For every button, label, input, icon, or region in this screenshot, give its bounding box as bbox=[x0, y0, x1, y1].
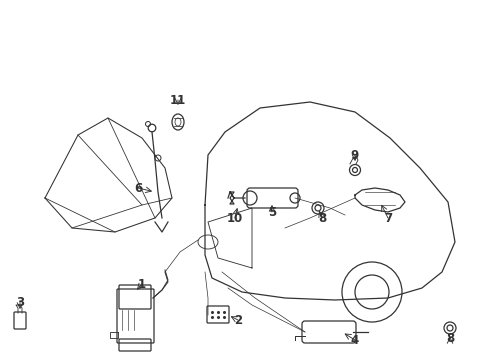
Text: 11: 11 bbox=[169, 94, 186, 107]
Text: 1: 1 bbox=[138, 278, 146, 291]
Text: 3: 3 bbox=[16, 296, 24, 309]
Text: 8: 8 bbox=[317, 212, 325, 225]
Text: 2: 2 bbox=[233, 314, 242, 327]
Text: 8: 8 bbox=[445, 332, 453, 345]
Text: 5: 5 bbox=[267, 206, 276, 219]
Text: 6: 6 bbox=[134, 181, 142, 194]
Text: 7: 7 bbox=[383, 212, 391, 225]
Text: 4: 4 bbox=[350, 333, 358, 346]
Text: 10: 10 bbox=[226, 212, 243, 225]
Text: 9: 9 bbox=[350, 149, 358, 162]
